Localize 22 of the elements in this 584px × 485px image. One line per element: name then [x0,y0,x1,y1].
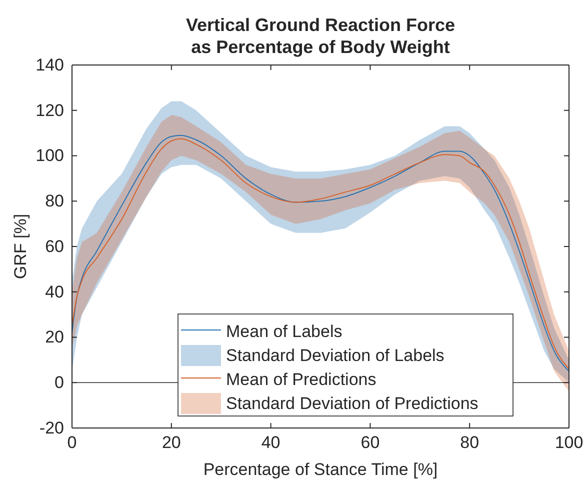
legend-label: Mean of Labels [226,322,342,341]
annotation: Standard Deviation of Labels [226,346,444,365]
x-axis-title: Percentage of Stance Time [%] [203,460,438,479]
y-axis-title: GRF [%] [11,214,30,280]
chart-title: Vertical Ground Reaction Force as Percentage of Body Weight [186,15,456,57]
y-tick-label: -20 [39,418,64,438]
y-tick-label: 80 [45,192,64,211]
x-tick-label: 60 [360,433,380,452]
y-tick-label: 60 [45,236,64,256]
legend-label: Mean of Predictions [226,370,376,389]
y-tick-label: 0 [54,373,64,392]
x-tick-label: 100 [554,433,584,452]
y-tick-label: 120 [36,100,64,120]
x-tick-label: 40 [261,433,280,452]
y-tick-label: 140 [36,55,64,74]
annotation: Standard Deviation of Predictions [226,394,478,413]
y-tick-label: 100 [36,146,64,166]
x-tick-label: 80 [460,433,480,452]
y-tick-label: 40 [45,282,64,302]
y-tick-label: 20 [45,328,64,347]
x-tick-label: 20 [162,433,181,452]
x-tick-label: 0 [67,433,77,452]
